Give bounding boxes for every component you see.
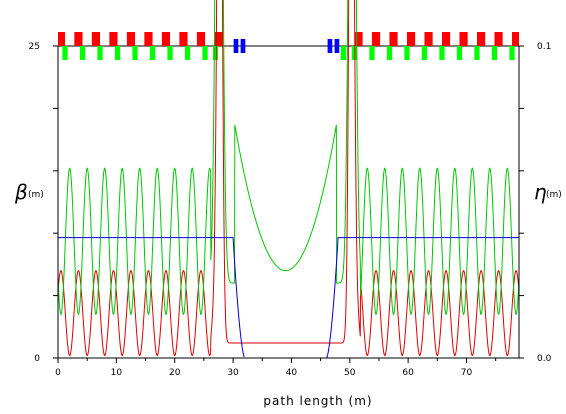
eta-unit: (m)	[546, 190, 562, 200]
x-tick-label: 0	[55, 368, 61, 378]
eta-symbol: η	[534, 180, 547, 204]
x-tick-label: 50	[344, 368, 356, 378]
quadrupole-magnet	[369, 46, 375, 60]
dipole-magnet	[459, 32, 468, 46]
quadrupole-magnet	[167, 46, 173, 60]
dispersion-curve-right	[325, 237, 519, 359]
right-axis-title: η (m)	[534, 180, 562, 204]
dipole-magnet	[214, 32, 223, 46]
x-axis-title: path length (m)	[263, 394, 372, 408]
optics-curves	[58, 0, 519, 359]
dipole-magnet	[161, 32, 171, 46]
quadrupole-magnet	[421, 46, 428, 60]
special-magnet	[240, 39, 246, 53]
left-axis-title: β (m)	[14, 180, 44, 204]
beta-y-curve	[58, 0, 519, 316]
x-tick-label: 20	[169, 368, 181, 378]
quadrupole-magnet	[202, 46, 208, 60]
x-tick-label: 30	[227, 368, 239, 378]
dipole-magnet	[58, 32, 66, 46]
x-tick-label: 70	[461, 368, 473, 378]
quadrupole-magnet	[184, 46, 191, 60]
x-tick-label: 10	[111, 368, 123, 378]
dipole-magnet	[494, 32, 503, 46]
dipole-magnet	[476, 32, 486, 46]
left-axis-tick-bottom: 0	[34, 354, 40, 364]
x-tick-label: 60	[402, 368, 414, 378]
dispersion-curve-left	[58, 237, 245, 358]
dipole-magnet	[389, 32, 398, 46]
quadrupole-magnet	[62, 46, 68, 60]
dipole-magnet	[126, 32, 136, 46]
quadrupole-magnet	[509, 46, 515, 60]
quadrupole-magnet	[79, 46, 86, 60]
quadrupole-magnet	[456, 46, 463, 60]
dipole-magnet	[511, 32, 519, 46]
special-magnet	[327, 39, 333, 53]
dipole-magnet	[196, 32, 206, 46]
dipole-magnet	[406, 32, 416, 46]
x-tick-label: 40	[286, 368, 298, 378]
quadrupole-magnet	[97, 46, 103, 60]
dipole-magnet	[441, 32, 451, 46]
special-magnet	[233, 39, 239, 53]
dipole-magnet	[424, 32, 433, 46]
quadrupole-magnet	[404, 46, 410, 60]
axes	[57, 46, 520, 359]
quadrupole-magnet	[340, 46, 346, 60]
right-axis-tick-top: 0.1	[537, 42, 551, 52]
dipole-magnet	[179, 32, 188, 46]
quadrupole-magnet	[114, 46, 121, 60]
quadrupole-magnet	[149, 46, 156, 60]
dipole-magnet	[371, 32, 381, 46]
beta-symbol: β	[14, 180, 28, 204]
special-magnet	[334, 39, 340, 53]
quadrupole-magnet	[491, 46, 498, 60]
dipole-magnet	[109, 32, 118, 46]
dipole-magnet	[354, 32, 363, 46]
quadrupole-magnet	[212, 46, 219, 60]
dipole-magnet	[144, 32, 153, 46]
axis-ticks: 0 10 20 30 40 50 60 70	[53, 45, 524, 378]
quadrupole-magnet	[439, 46, 445, 60]
quadrupole-magnet	[386, 46, 393, 60]
quadrupole-magnet	[474, 46, 480, 60]
beta-unit: (m)	[28, 190, 44, 200]
left-axis-tick-top: 25	[29, 42, 40, 52]
magnet-lattice-layout	[58, 32, 519, 60]
right-axis-tick-bottom: 0.0	[537, 354, 552, 364]
dipole-magnet	[74, 32, 83, 46]
beta-x-curve	[58, 0, 519, 357]
quadrupole-magnet	[132, 46, 138, 60]
dipole-magnet	[91, 32, 101, 46]
